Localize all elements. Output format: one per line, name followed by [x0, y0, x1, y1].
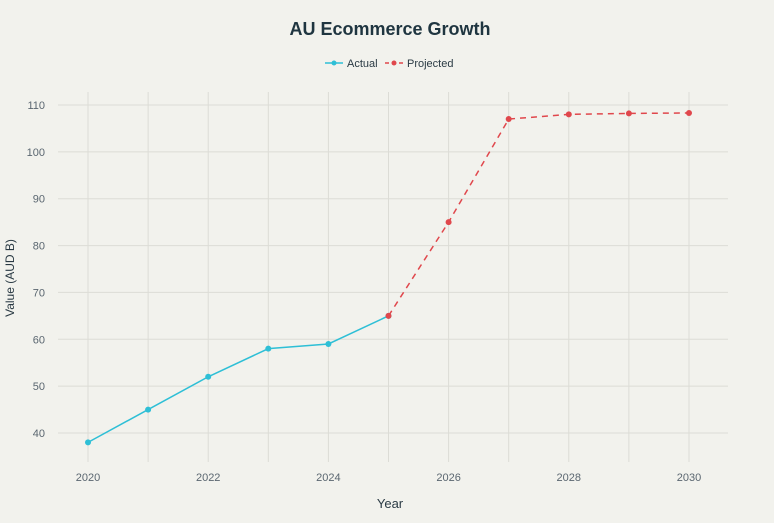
y-tick-label: 40 — [33, 428, 45, 440]
series-line-projected — [387, 112, 690, 317]
y-axis-label: Value (AUD B) — [3, 239, 17, 317]
y-tick-label: 90 — [33, 194, 45, 206]
data-point-actual — [85, 439, 91, 446]
legend-label: Actual — [347, 58, 378, 70]
x-axis-label: Year — [377, 496, 404, 511]
y-tick-label: 100 — [27, 147, 45, 159]
x-tick-label: 2026 — [436, 472, 460, 484]
data-point-projected — [625, 110, 632, 117]
y-tick-label: 60 — [33, 334, 45, 346]
x-tick-label: 2022 — [196, 472, 220, 484]
legend: Actual Projected — [325, 58, 453, 70]
x-tick-label: 2020 — [76, 472, 100, 484]
data-point-actual — [265, 345, 272, 352]
tick-labels: 40 50 60 70 80 90 100 110 2020 2022 2024 2026 2028 20… — [27, 100, 702, 484]
series-line-actual — [87, 315, 389, 444]
data-point-projected — [385, 312, 392, 319]
x-tick-label: 2024 — [316, 472, 340, 484]
legend-marker-projected — [391, 60, 397, 66]
chart-title: AU Ecommerce Growth — [289, 19, 490, 39]
x-tick-label: 2028 — [557, 472, 581, 484]
legend-label: Projected — [407, 58, 453, 70]
data-point-projected — [686, 109, 692, 116]
data-point-actual — [205, 373, 212, 380]
grid — [58, 92, 728, 462]
data-point-actual — [325, 340, 332, 347]
y-tick-label: 50 — [33, 381, 45, 393]
data-point-projected — [445, 219, 452, 226]
y-tick-label: 80 — [33, 241, 45, 253]
data-point-actual — [145, 406, 152, 413]
data-point-projected — [505, 116, 512, 123]
data-point-projected — [565, 111, 572, 118]
x-tick-label: 2030 — [677, 472, 701, 484]
series — [85, 109, 692, 446]
legend-marker-actual — [331, 60, 337, 66]
y-tick-label: 70 — [33, 287, 45, 299]
y-tick-label: 110 — [27, 100, 45, 112]
